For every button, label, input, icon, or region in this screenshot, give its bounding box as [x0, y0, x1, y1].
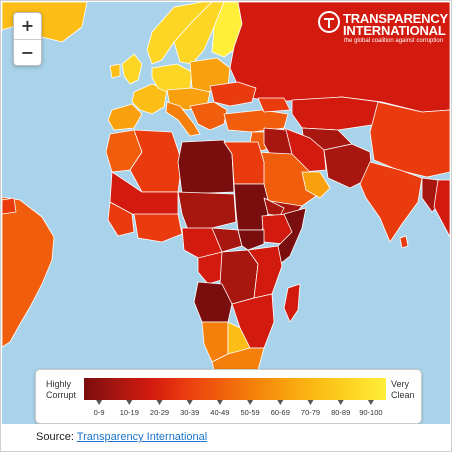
brand-name-line2: INTERNATIONAL: [343, 25, 448, 37]
region-south-sudan: [238, 230, 264, 250]
legend-tick-mark: [157, 400, 163, 405]
region-madagascar: [284, 284, 300, 322]
source-link[interactable]: Transparency International: [77, 431, 207, 443]
region-caucasus: [258, 98, 290, 112]
legend-tick-mark: [308, 400, 314, 405]
legend-tick-mark: [217, 400, 223, 405]
brand-tagline: the global coalition against corruption: [344, 38, 443, 44]
region-turkey: [224, 110, 288, 132]
legend-low-line2: Corrupt: [46, 390, 76, 401]
region-libya: [178, 140, 234, 194]
legend-tick-mark: [126, 400, 132, 405]
legend-low-line1: Highly: [46, 379, 76, 390]
legend-tick-mark: [368, 400, 374, 405]
region-india: [360, 162, 422, 242]
legend-tick-mark: [338, 400, 344, 405]
legend-high-line1: Very: [391, 379, 415, 390]
map-legend: Highly Corrupt 0-9 10-19 20-29 30-39 40-49 50…: [35, 369, 422, 424]
legend-high-line2: Clean: [391, 390, 415, 401]
region-guiana: [2, 198, 16, 214]
legend-tick-label: 60-69: [271, 408, 290, 417]
legend-tick-label: 80-89: [331, 408, 350, 417]
zoom-control: + −: [13, 12, 42, 66]
legend-tick-mark: [277, 400, 283, 405]
legend-gradient: [84, 378, 386, 400]
legend-tick-mark: [96, 400, 102, 405]
region-southeast-asia: [434, 180, 450, 237]
source-line: Source: Transparency International: [36, 431, 207, 443]
legend-color-bar: [84, 378, 386, 406]
legend-tick-label: 40-49: [210, 408, 229, 417]
region-iberia: [108, 104, 142, 130]
brand-name: TRANSPARENCY INTERNATIONAL: [343, 13, 448, 37]
region-sri-lanka: [400, 236, 408, 248]
legend-high-label: Very Clean: [391, 379, 415, 401]
legend-tick-label: 20-29: [150, 408, 169, 417]
legend-tick-mark: [247, 400, 253, 405]
zoom-in-button[interactable]: +: [14, 13, 41, 39]
legend-tick-label: 90-100: [359, 408, 382, 417]
region-algeria: [130, 130, 182, 192]
legend-tick-label: 50-59: [241, 408, 260, 417]
region-kazakhstan: [292, 97, 380, 130]
region-south-america: [2, 197, 54, 347]
region-uk: [122, 54, 142, 84]
world-map[interactable]: [2, 2, 450, 424]
source-prefix: Source:: [36, 431, 77, 443]
region-niger-chad: [178, 192, 236, 230]
legend-low-label: Highly Corrupt: [46, 379, 76, 401]
brand-logo: TRANSPARENCY INTERNATIONAL the global co…: [318, 11, 448, 45]
region-ukraine: [210, 82, 256, 106]
legend-tick-mark: [187, 400, 193, 405]
legend-tick-label: 70-79: [301, 408, 320, 417]
legend-tick-label: 0-9: [94, 408, 105, 417]
legend-tick-label: 30-39: [180, 408, 199, 417]
zoom-out-button[interactable]: −: [14, 39, 41, 65]
region-guinea-coast: [134, 214, 182, 242]
region-ireland: [110, 64, 120, 78]
map-canvas[interactable]: + − TRANSPARENCY INTERNATIONAL the globa…: [2, 2, 450, 424]
region-balkans: [190, 102, 227, 130]
ti-logo-icon: [318, 11, 340, 33]
legend-tick-label: 10-19: [120, 408, 139, 417]
